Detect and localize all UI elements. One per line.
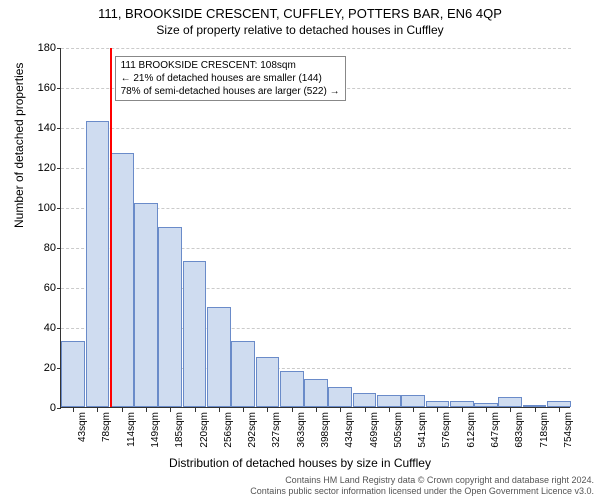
ytick-mark [57, 288, 61, 289]
xtick-label: 220sqm [199, 412, 210, 448]
x-axis-label: Distribution of detached houses by size … [0, 456, 600, 470]
xtick-mark [389, 408, 390, 412]
ytick-mark [57, 408, 61, 409]
xtick-label: 78sqm [101, 412, 112, 442]
xtick-label: 256sqm [223, 412, 234, 448]
xtick-mark [170, 408, 171, 412]
xtick-label: 505sqm [393, 412, 404, 448]
xtick-label: 541sqm [417, 412, 428, 448]
callout-box: 111 BROOKSIDE CRESCENT: 108sqm ← 21% of … [115, 56, 346, 101]
ytick-mark [57, 128, 61, 129]
xtick-mark [267, 408, 268, 412]
xtick-mark [535, 408, 536, 412]
chart-subtitle: Size of property relative to detached ho… [0, 21, 600, 37]
bar [207, 307, 231, 407]
xtick-mark [219, 408, 220, 412]
chart-title: 111, BROOKSIDE CRESCENT, CUFFLEY, POTTER… [0, 0, 600, 21]
xtick-mark [413, 408, 414, 412]
bar [280, 371, 304, 407]
bar [110, 153, 134, 407]
bar [134, 203, 158, 407]
xtick-mark [559, 408, 560, 412]
bar [158, 227, 182, 407]
xtick-mark [97, 408, 98, 412]
xtick-mark [486, 408, 487, 412]
xtick-mark [462, 408, 463, 412]
bar [256, 357, 280, 407]
property-marker-line [110, 48, 112, 407]
bar [61, 341, 85, 407]
ytick-mark [57, 48, 61, 49]
xtick-mark [146, 408, 147, 412]
grid-line [61, 48, 571, 49]
footer-line-2: Contains public sector information licen… [250, 486, 594, 497]
xtick-mark [292, 408, 293, 412]
callout-line-3: 78% of semi-detached houses are larger (… [121, 85, 340, 98]
bar [304, 379, 328, 407]
xtick-label: 576sqm [441, 412, 452, 448]
xtick-label: 327sqm [271, 412, 282, 448]
xtick-mark [243, 408, 244, 412]
ytick-label: 60 [16, 282, 56, 294]
ytick-mark [57, 168, 61, 169]
xtick-mark [510, 408, 511, 412]
xtick-label: 718sqm [539, 412, 550, 448]
xtick-label: 292sqm [247, 412, 258, 448]
bar [523, 405, 547, 407]
xtick-label: 612sqm [466, 412, 477, 448]
bar [401, 395, 425, 407]
ytick-label: 100 [16, 202, 56, 214]
plot-region: 02040608010012014016018043sqm78sqm114sqm… [60, 48, 570, 408]
xtick-mark [316, 408, 317, 412]
ytick-label: 20 [16, 362, 56, 374]
ytick-mark [57, 208, 61, 209]
callout-line-1: 111 BROOKSIDE CRESCENT: 108sqm [121, 59, 340, 72]
ytick-label: 120 [16, 162, 56, 174]
ytick-mark [57, 248, 61, 249]
bar [474, 403, 498, 407]
xtick-label: 683sqm [514, 412, 525, 448]
xtick-label: 647sqm [490, 412, 501, 448]
grid-line [61, 168, 571, 169]
footer-attribution: Contains HM Land Registry data © Crown c… [250, 475, 594, 498]
xtick-mark [73, 408, 74, 412]
bar [353, 393, 377, 407]
xtick-mark [365, 408, 366, 412]
xtick-label: 434sqm [344, 412, 355, 448]
xtick-label: 185sqm [174, 412, 185, 448]
grid-line [61, 128, 571, 129]
bar [450, 401, 474, 407]
xtick-label: 469sqm [369, 412, 380, 448]
xtick-mark [122, 408, 123, 412]
bar [547, 401, 571, 407]
footer-line-1: Contains HM Land Registry data © Crown c… [250, 475, 594, 486]
xtick-mark [195, 408, 196, 412]
bar [231, 341, 255, 407]
bar [328, 387, 352, 407]
bar [86, 121, 110, 407]
xtick-label: 149sqm [150, 412, 161, 448]
xtick-label: 398sqm [320, 412, 331, 448]
ytick-mark [57, 88, 61, 89]
xtick-label: 114sqm [126, 412, 137, 447]
ytick-label: 140 [16, 122, 56, 134]
ytick-label: 180 [16, 42, 56, 54]
ytick-mark [57, 328, 61, 329]
bar [183, 261, 207, 407]
chart-area: 02040608010012014016018043sqm78sqm114sqm… [60, 48, 570, 408]
ytick-label: 0 [16, 402, 56, 414]
bar [498, 397, 522, 407]
xtick-label: 363sqm [296, 412, 307, 448]
ytick-label: 160 [16, 82, 56, 94]
ytick-label: 40 [16, 322, 56, 334]
xtick-mark [437, 408, 438, 412]
callout-line-2: ← 21% of detached houses are smaller (14… [121, 72, 340, 85]
xtick-label: 43sqm [77, 412, 88, 442]
xtick-mark [340, 408, 341, 412]
bar [426, 401, 450, 407]
xtick-label: 754sqm [563, 412, 574, 448]
ytick-label: 80 [16, 242, 56, 254]
bar [377, 395, 401, 407]
